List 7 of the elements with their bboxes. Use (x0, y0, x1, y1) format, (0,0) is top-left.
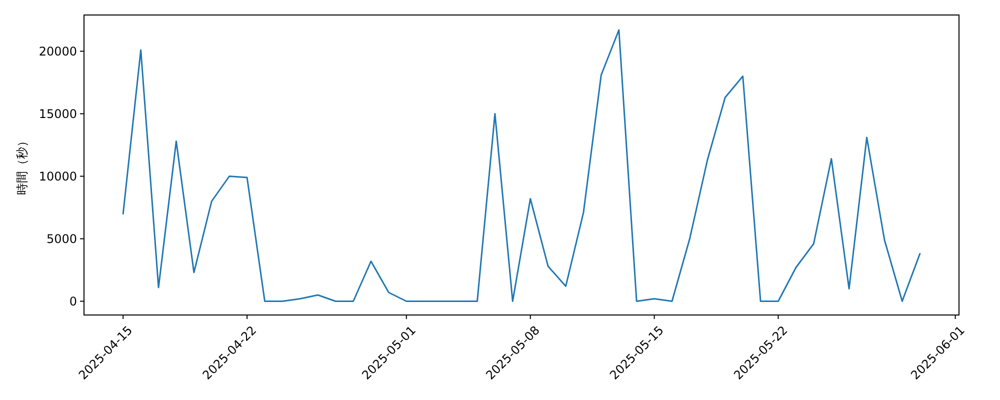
y-axis-title: 時間（秒） (15, 135, 29, 195)
y-tick-label: 5000 (46, 232, 77, 246)
y-tick-label: 0 (69, 294, 77, 308)
y-tick-label: 15000 (38, 106, 77, 121)
y-tick-label: 20000 (38, 44, 77, 58)
y-tick-label: 10000 (38, 169, 77, 184)
line-series (122, 29, 921, 302)
